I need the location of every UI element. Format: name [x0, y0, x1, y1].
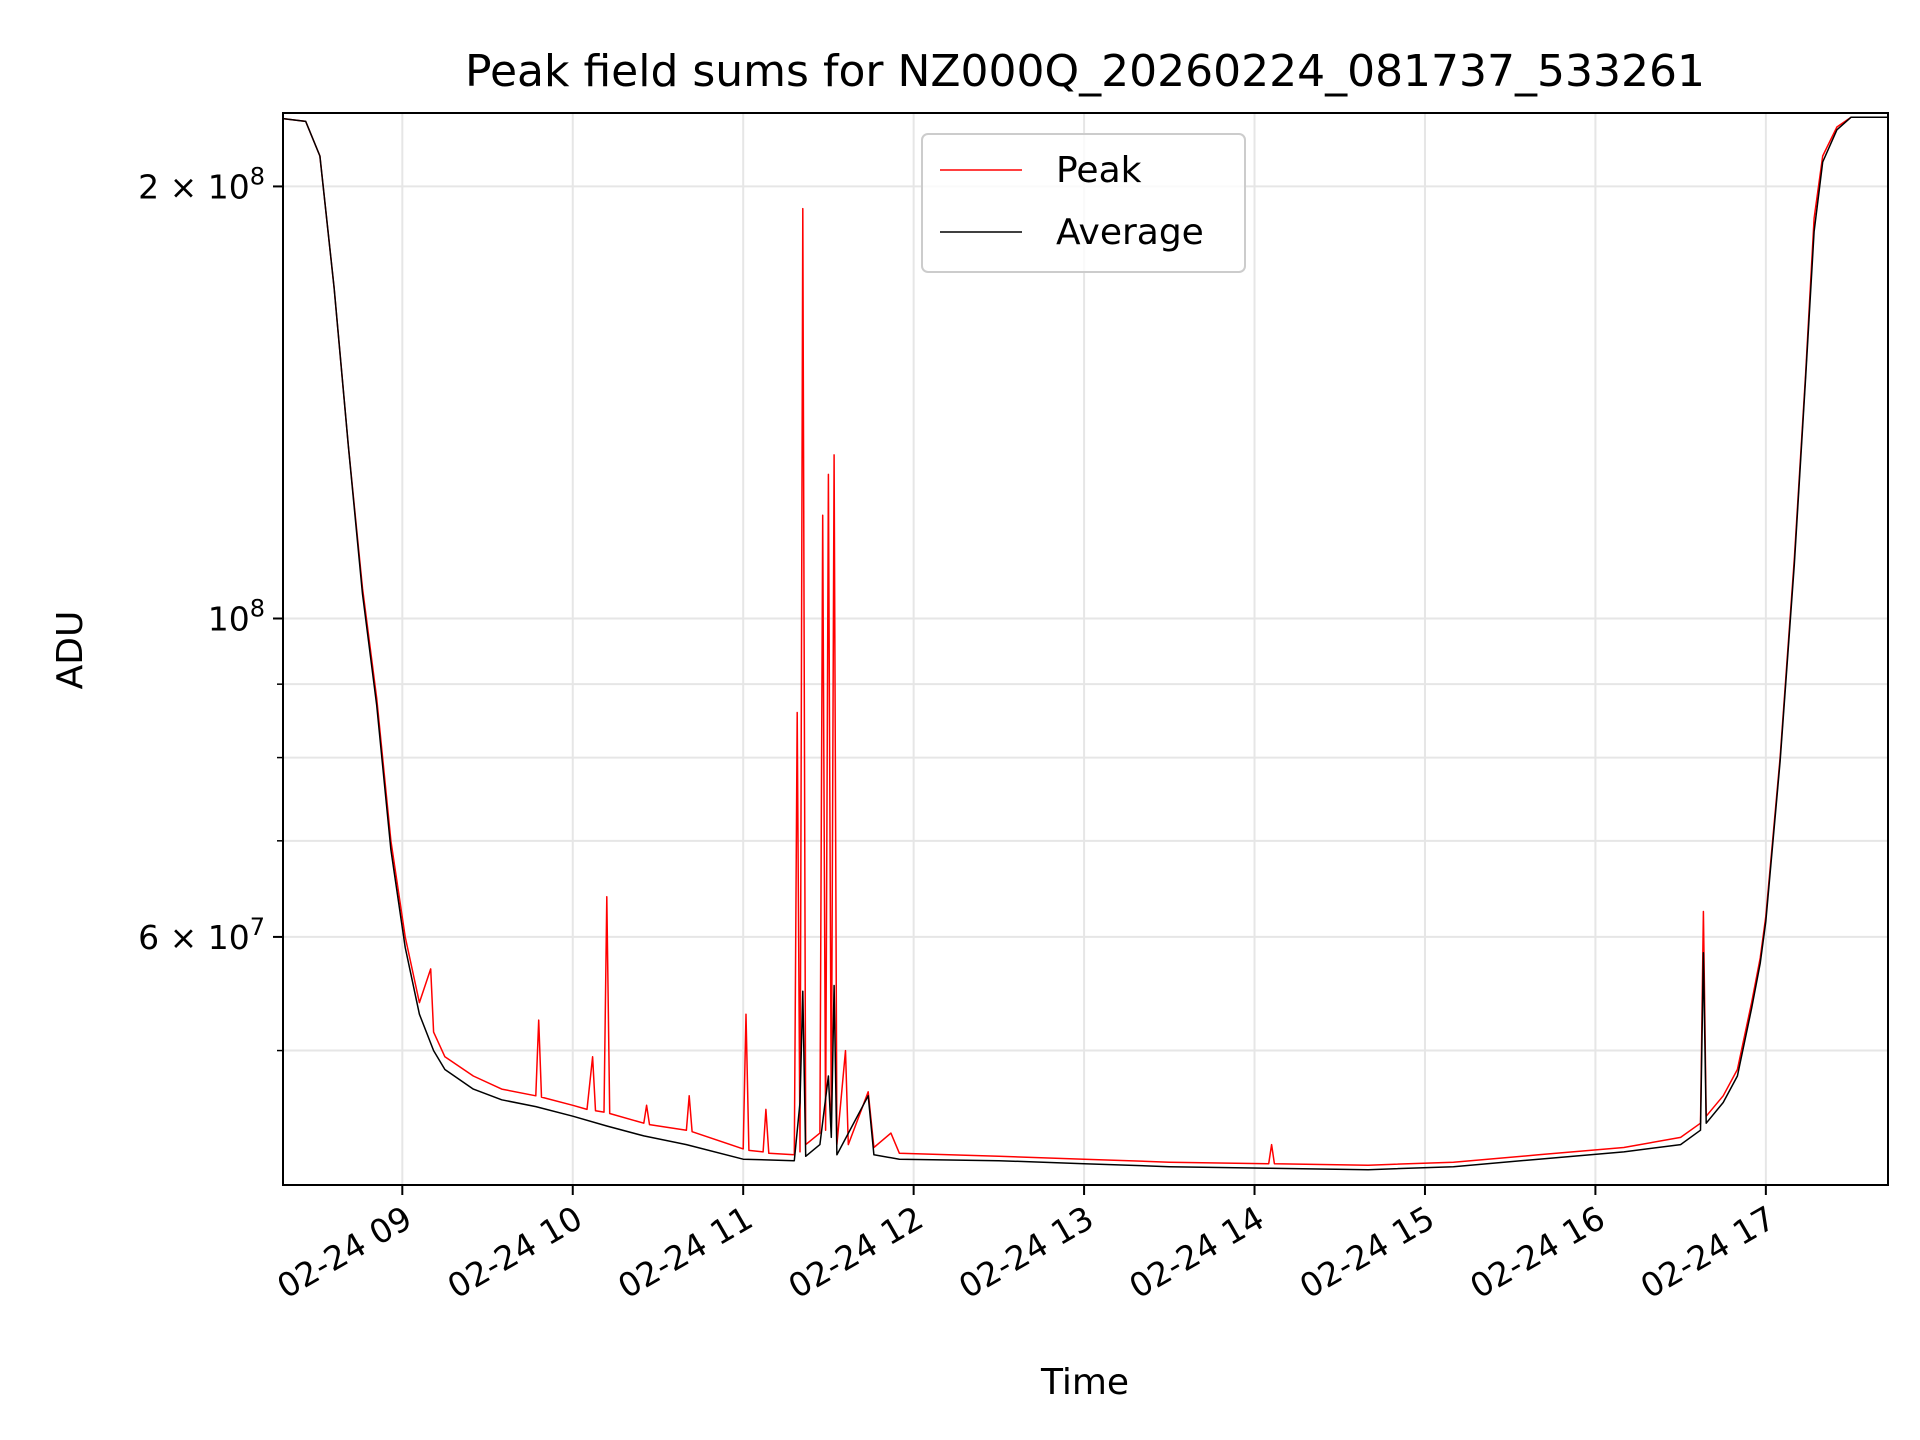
legend-label-peak: Peak [1056, 150, 1142, 191]
legend: Peak Average [921, 133, 1246, 273]
y-tick-label: 2 × 108 [138, 162, 265, 206]
legend-box [921, 133, 1246, 273]
y-tick-label: 108 [208, 594, 265, 638]
y-tick-label: 6 × 107 [138, 913, 265, 957]
plot-frame [282, 112, 1889, 1186]
grid-lines [283, 113, 1888, 1185]
series-line-average [283, 116, 1888, 1171]
x-axis-label: Time [1040, 1362, 1129, 1403]
y-axis-label: ADU [50, 611, 91, 690]
series-layer [283, 116, 1888, 1171]
y-axis-ticks: 6 × 107 108 2 × 108 [138, 162, 283, 1052]
legend-label-average: Average [1056, 212, 1204, 253]
chart-title: Peak field sums for NZ000Q_20260224_0817… [465, 46, 1705, 97]
